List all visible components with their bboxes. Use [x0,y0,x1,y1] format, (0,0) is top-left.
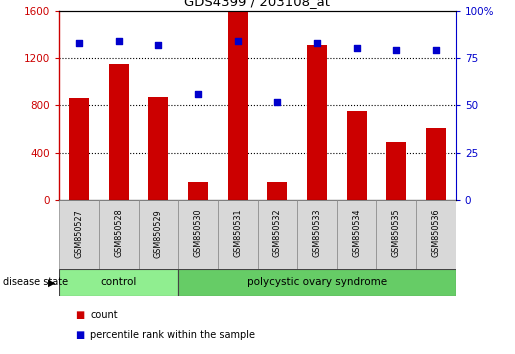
Text: GSM850529: GSM850529 [154,209,163,257]
Bar [267,182,287,200]
Bar [337,200,376,269]
Text: GSM850536: GSM850536 [432,209,440,257]
Point [352,46,360,51]
Point [194,91,202,97]
Point [233,38,242,44]
Point [273,99,281,104]
Bar [386,142,406,200]
Bar [178,200,218,269]
Text: GSM850531: GSM850531 [233,209,242,257]
Point [432,47,440,53]
Text: GSM850534: GSM850534 [352,209,361,257]
Text: GSM850533: GSM850533 [313,209,321,257]
Bar [99,200,139,269]
Point [392,47,401,53]
Point [154,42,162,47]
Point [75,40,83,46]
Bar [307,45,327,200]
Point [313,40,321,46]
Bar [109,64,129,200]
Text: GSM850532: GSM850532 [273,209,282,257]
Bar [59,269,178,296]
Bar [69,98,89,200]
Text: control: control [100,277,137,287]
Bar [258,200,297,269]
Bar [59,200,99,269]
Bar [297,200,337,269]
Bar [148,97,168,200]
Text: GSM850527: GSM850527 [75,209,83,257]
Bar [178,269,456,296]
Bar [416,200,456,269]
Bar [426,128,446,200]
Text: ▶: ▶ [48,277,56,287]
Bar [376,200,416,269]
Text: ■: ■ [75,330,84,339]
Text: ■: ■ [75,310,84,320]
Point [114,38,123,44]
Bar [218,200,258,269]
Text: GSM850528: GSM850528 [114,209,123,257]
Bar [139,200,178,269]
Text: percentile rank within the sample: percentile rank within the sample [90,330,255,339]
Text: polycystic ovary syndrome: polycystic ovary syndrome [247,277,387,287]
Bar [347,111,367,200]
Text: GSM850530: GSM850530 [194,209,202,257]
Title: GDS4399 / 203108_at: GDS4399 / 203108_at [184,0,331,8]
Text: disease state: disease state [3,277,67,287]
Text: count: count [90,310,118,320]
Text: GSM850535: GSM850535 [392,209,401,257]
Bar [228,12,248,200]
Bar [188,182,208,200]
